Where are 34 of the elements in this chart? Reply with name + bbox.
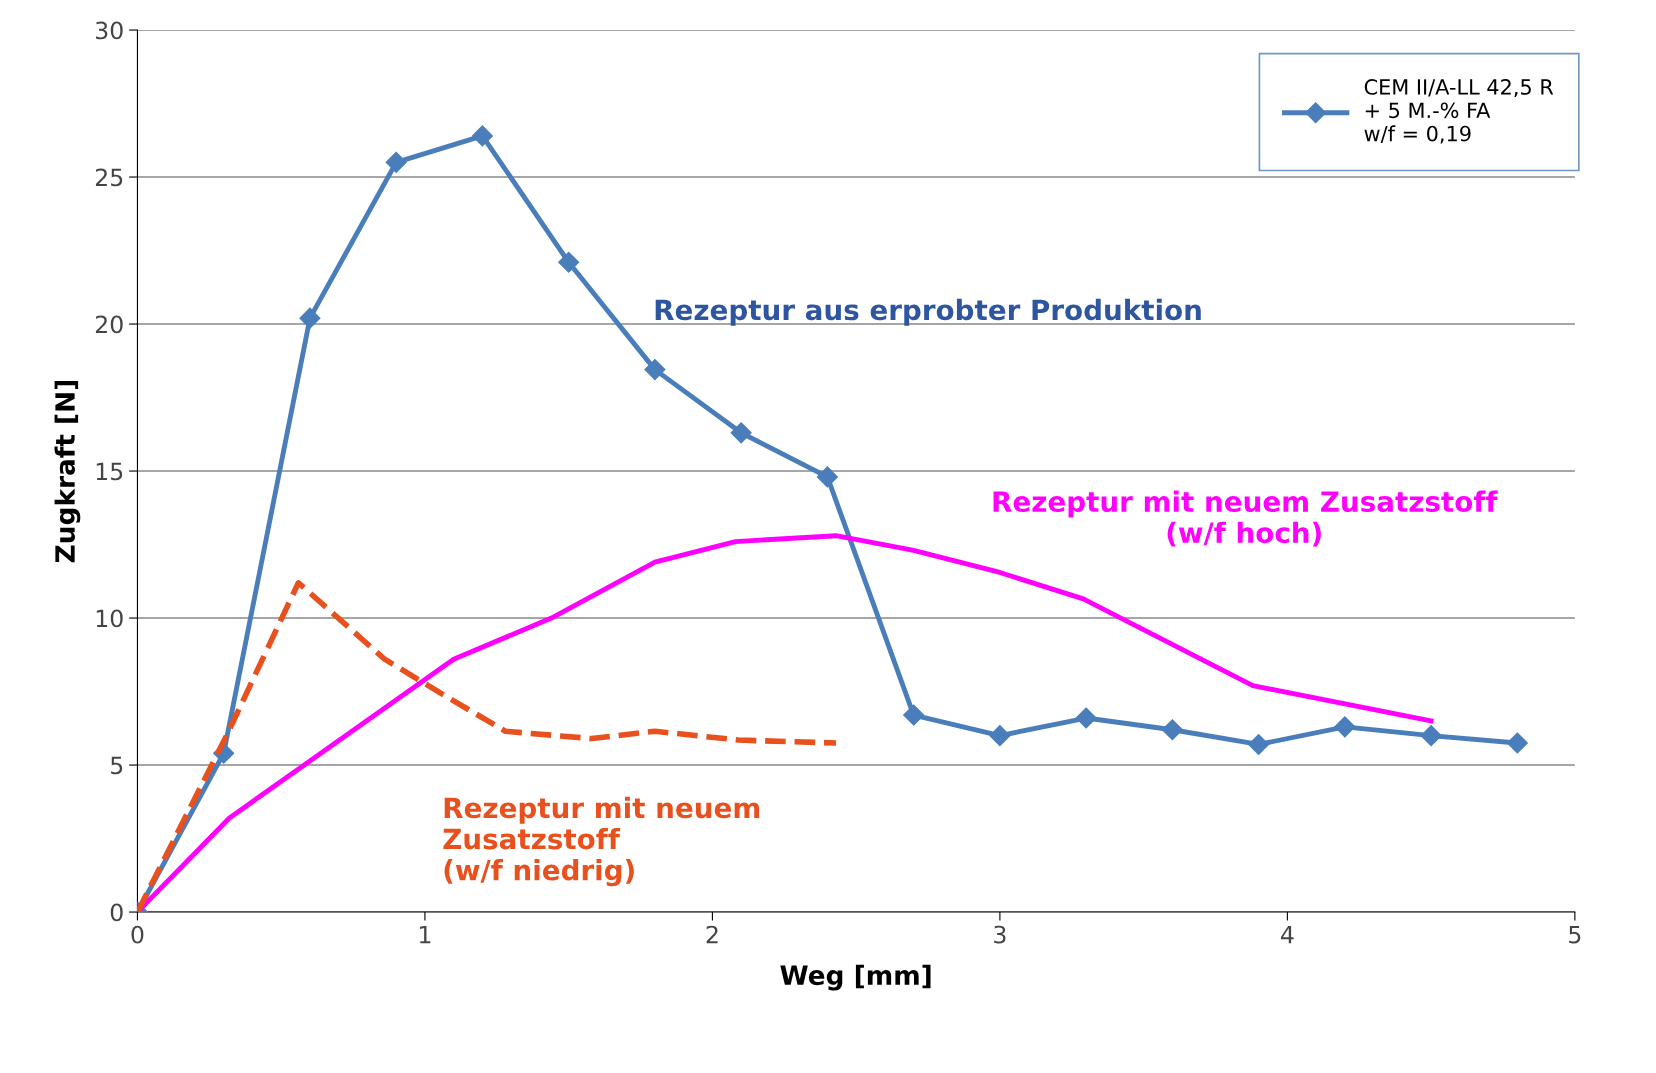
y-tick-label: 15 [96, 462, 123, 481]
annotation: Rezeptur mit neuem Zusatzstoff (w/f hoch) [993, 490, 1498, 547]
point [1506, 732, 1528, 754]
x-tick-label: 2 [706, 925, 718, 944]
y-tick-label: 0 [110, 903, 123, 922]
point [471, 125, 493, 147]
x-axis-title: Weg [mm] [780, 964, 931, 991]
point [1420, 725, 1442, 747]
x-tick-label: 0 [131, 925, 144, 944]
annotation: Rezeptur mit neuem Zusatzstoff (w/f niedrig) [443, 796, 760, 887]
y-axis-title: Zugkraft [N] [54, 380, 81, 563]
y-tick-label: 5 [111, 756, 123, 775]
point [558, 251, 580, 273]
point [1334, 716, 1356, 738]
point [730, 422, 752, 444]
x-tick-label: 5 [1569, 925, 1581, 944]
annotation: Rezeptur aus erprobter Produktion [655, 298, 1201, 326]
x-tick-label: 3 [994, 925, 1006, 944]
point [903, 704, 925, 726]
point [816, 466, 838, 488]
point [1075, 707, 1097, 729]
point [299, 307, 321, 329]
point [644, 359, 666, 381]
y-tick-label: 20 [95, 315, 123, 334]
point [1161, 719, 1183, 741]
y-tick-label: 30 [96, 21, 123, 40]
y-tick-label: 25 [95, 168, 123, 187]
point [989, 725, 1011, 747]
y-tick-label: 10 [96, 609, 123, 628]
x-tick-label: 4 [1281, 925, 1294, 944]
point [1248, 733, 1270, 755]
point [385, 151, 407, 173]
x-tick-label: 1 [420, 925, 431, 944]
legend-label: CEM II/A-LL 42,5 R + 5 M.-% FA w/f = 0,19 [1364, 79, 1554, 144]
